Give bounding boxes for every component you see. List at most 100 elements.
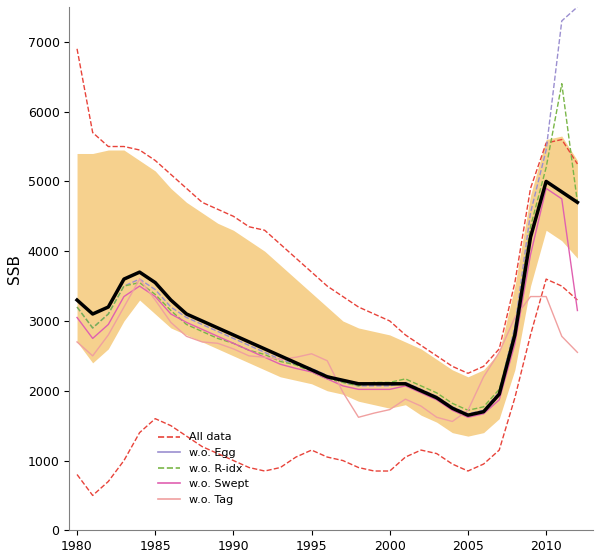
All data (542, 139, 550, 146)
All data (89, 129, 96, 136)
All data (245, 223, 253, 230)
w.o. Swept (261, 354, 268, 361)
All data (339, 293, 346, 300)
w.o. Egg (323, 372, 331, 379)
w.o. Egg (496, 389, 503, 395)
Line: w.o. Swept: w.o. Swept (77, 188, 577, 417)
All data (183, 185, 190, 192)
All data (449, 363, 456, 370)
w.o. Swept (496, 396, 503, 403)
w.o. Egg (105, 311, 112, 318)
w.o. R-idx (558, 80, 565, 87)
w.o. Tag (558, 333, 565, 340)
w.o. R-idx (167, 307, 175, 314)
w.o. Tag (386, 406, 394, 413)
Line: w.o. R-idx: w.o. R-idx (77, 83, 577, 410)
Y-axis label: SSB: SSB (7, 254, 22, 283)
w.o. Egg (73, 304, 80, 310)
w.o. R-idx (402, 376, 409, 382)
w.o. Swept (464, 414, 472, 421)
Legend: All data, w.o. Egg, w.o. R-idx, w.o. Swept, w.o. Tag: All data, w.o. Egg, w.o. R-idx, w.o. Swe… (154, 428, 253, 509)
w.o. Swept (199, 326, 206, 333)
w.o. Tag (496, 349, 503, 356)
w.o. Egg (183, 314, 190, 321)
w.o. R-idx (261, 351, 268, 358)
All data (402, 332, 409, 338)
w.o. R-idx (308, 368, 315, 375)
w.o. Egg (464, 410, 472, 417)
All data (261, 227, 268, 234)
w.o. R-idx (527, 223, 534, 230)
w.o. Swept (386, 386, 394, 393)
w.o. Swept (511, 340, 518, 347)
w.o. R-idx (245, 347, 253, 354)
w.o. Swept (339, 382, 346, 389)
w.o. Swept (167, 311, 175, 318)
w.o. Egg (230, 335, 237, 342)
w.o. Tag (152, 297, 159, 304)
w.o. Swept (73, 314, 80, 321)
All data (308, 269, 315, 276)
All data (496, 346, 503, 352)
All data (230, 213, 237, 220)
w.o. R-idx (199, 328, 206, 335)
w.o. R-idx (496, 386, 503, 393)
All data (558, 136, 565, 143)
w.o. Egg (214, 328, 221, 335)
w.o. Tag (511, 314, 518, 321)
All data (527, 185, 534, 192)
w.o. Tag (339, 389, 346, 395)
w.o. R-idx (230, 340, 237, 347)
Line: w.o. Tag: w.o. Tag (77, 279, 577, 422)
w.o. Swept (277, 361, 284, 367)
w.o. Tag (449, 418, 456, 425)
w.o. Swept (558, 195, 565, 202)
w.o. Egg (355, 382, 362, 389)
All data (323, 283, 331, 290)
All data (105, 143, 112, 150)
All data (214, 206, 221, 213)
All data (464, 370, 472, 377)
w.o. Egg (480, 407, 487, 414)
w.o. Swept (418, 390, 425, 396)
w.o. R-idx (480, 403, 487, 410)
w.o. Tag (183, 333, 190, 340)
All data (167, 171, 175, 178)
w.o. R-idx (277, 358, 284, 365)
w.o. R-idx (464, 407, 472, 414)
w.o. Tag (105, 332, 112, 338)
w.o. Swept (574, 307, 581, 314)
All data (386, 318, 394, 324)
w.o. R-idx (136, 279, 143, 286)
w.o. Egg (433, 393, 440, 400)
w.o. Egg (152, 286, 159, 293)
w.o. Tag (89, 352, 96, 359)
w.o. R-idx (73, 304, 80, 310)
All data (480, 363, 487, 370)
w.o. R-idx (121, 283, 128, 290)
w.o. Swept (449, 407, 456, 414)
w.o. Tag (73, 339, 80, 346)
w.o. Swept (152, 293, 159, 300)
w.o. Swept (402, 382, 409, 389)
w.o. Swept (371, 386, 378, 393)
w.o. Egg (402, 379, 409, 386)
w.o. R-idx (371, 379, 378, 386)
w.o. Swept (355, 386, 362, 393)
w.o. Egg (418, 386, 425, 393)
w.o. Tag (214, 340, 221, 347)
w.o. Tag (230, 346, 237, 352)
w.o. R-idx (542, 164, 550, 171)
w.o. Tag (136, 276, 143, 282)
w.o. Swept (89, 335, 96, 342)
w.o. Tag (308, 351, 315, 357)
w.o. Tag (261, 354, 268, 361)
Line: All data: All data (77, 49, 577, 374)
w.o. R-idx (292, 362, 299, 368)
w.o. R-idx (183, 321, 190, 328)
w.o. Swept (136, 283, 143, 290)
All data (121, 143, 128, 150)
w.o. Swept (323, 376, 331, 382)
w.o. Egg (89, 325, 96, 332)
w.o. Swept (292, 365, 299, 372)
